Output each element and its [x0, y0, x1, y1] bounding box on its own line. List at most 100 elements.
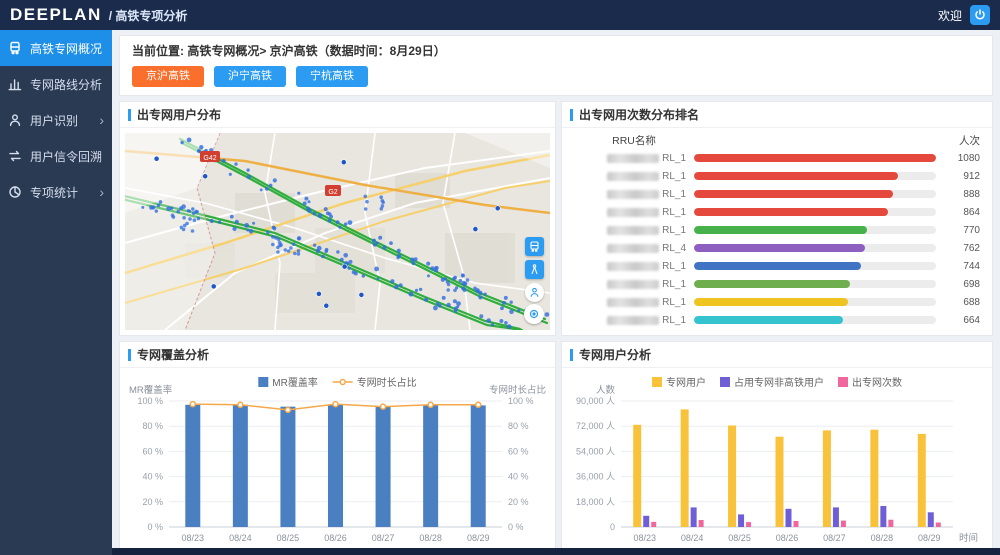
ranking-row: RL_1744 — [574, 257, 980, 275]
bar-chart-icon — [8, 77, 25, 91]
ranking-value: 888 — [936, 189, 980, 200]
chevron-right-icon: › — [99, 185, 104, 199]
ranking-value: 664 — [936, 315, 980, 326]
svg-text:08/26: 08/26 — [324, 533, 347, 543]
map-station-layer-button[interactable] — [525, 260, 544, 279]
sidebar-item-special-stats[interactable]: 专项统计 › — [0, 174, 112, 210]
train-icon — [8, 41, 25, 55]
coverage-chart: 0 %0 %20 %20 %40 %40 %60 %60 %80 %80 %10… — [123, 371, 552, 547]
chevron-right-icon: › — [99, 113, 104, 127]
user-bar — [888, 520, 893, 527]
svg-text:60 %: 60 % — [142, 446, 163, 456]
masked-name — [607, 208, 659, 217]
svg-text:08/29: 08/29 — [918, 533, 941, 543]
sidebar-item-label: 用户信令回溯 — [30, 148, 102, 165]
panel-title-text: 出专网用次数分布排名 — [579, 106, 699, 123]
rru-name: RL_1 — [574, 225, 694, 236]
map[interactable]: G42 G2 — [125, 133, 550, 330]
user-bar — [699, 520, 704, 527]
breadcrumb: 当前位置: 高铁专网概况> 京沪高铁（数据时间：8月29日） — [132, 42, 980, 59]
ranking-value: 1080 — [936, 153, 980, 164]
rru-name: RL_1 — [574, 189, 694, 200]
svg-text:20 %: 20 % — [508, 497, 529, 507]
title-accent — [570, 349, 573, 361]
sidebar-item-route-analysis[interactable]: 专网路线分析 — [0, 66, 112, 102]
ranking-row: RL_1698 — [574, 275, 980, 293]
coverage-bar — [185, 405, 200, 527]
panel-title-map: 出专网用户分布 — [120, 102, 555, 128]
user-bar — [786, 509, 792, 527]
ranking-body: RRU名称 人次 RL_11080RL_1912RL_1888RL_1864RL… — [562, 128, 992, 329]
ranking-row: RL_1 888 — [574, 185, 980, 203]
sidebar-item-user-identify[interactable]: 用户识别 › — [0, 102, 112, 138]
user-bar — [776, 437, 784, 527]
ranking-bar-track — [694, 154, 936, 162]
ranking-bar — [694, 172, 898, 180]
svg-text:0: 0 — [610, 522, 615, 532]
map-locate-button[interactable] — [524, 304, 544, 324]
svg-text:MR覆盖率: MR覆盖率 — [272, 376, 318, 389]
rru-name: RL_1 — [574, 207, 694, 218]
panel-user-distribution: 出专网用户分布 — [119, 101, 556, 336]
coverage-chart-host: 0 %0 %20 %20 %40 %40 %60 %60 %80 %80 %10… — [120, 368, 555, 548]
svg-text:专网用户: 专网用户 — [666, 376, 706, 389]
ranking-bar-track — [694, 208, 936, 216]
ranking-bar-track — [694, 226, 936, 234]
logout-button[interactable] — [970, 5, 990, 25]
panel-title-text: 出专网用户分布 — [137, 106, 221, 123]
ranking-bar — [694, 280, 850, 288]
user-bar — [880, 506, 886, 527]
ranking-bar — [694, 262, 861, 270]
tab-jinghu-rail[interactable]: 京沪高铁 — [132, 66, 204, 87]
sidebar-item-rail-overview[interactable]: 高铁专网概况 — [0, 30, 112, 66]
svg-text:36,000 人: 36,000 人 — [576, 472, 615, 482]
panel-exit-ranking: 出专网用次数分布排名 RRU名称 人次 RL_11080RL_1912RL_18… — [561, 101, 993, 336]
svg-text:08/24: 08/24 — [229, 533, 252, 543]
rru-name: RL_1 — [574, 261, 694, 272]
masked-name — [607, 244, 659, 253]
user-bar — [633, 425, 641, 527]
rail-line-tabs: 京沪高铁 沪宁高铁 宁杭高铁 — [132, 66, 980, 87]
map-train-layer-button[interactable] — [525, 237, 544, 256]
road-shield-g2: G2 — [325, 185, 341, 196]
svg-text:100 %: 100 % — [508, 396, 534, 406]
power-icon — [974, 9, 986, 21]
breadcrumb-path: 高铁专网概况> 京沪高铁（数据时间：8月29日） — [187, 44, 445, 58]
coverage-bar — [328, 405, 343, 527]
user-bar — [681, 409, 689, 527]
rru-name-suffix: RL_1 — [662, 315, 686, 326]
svg-text:专网时长占比: 专网时长占比 — [357, 376, 417, 389]
user-bar — [746, 522, 751, 527]
ranking-bar — [694, 208, 888, 216]
ranking-value: 770 — [936, 225, 980, 236]
tab-ninghang-rail[interactable]: 宁杭高铁 — [296, 66, 368, 87]
sidebar-item-signal-trace[interactable]: 用户信令回溯 — [0, 138, 112, 174]
user-bar — [936, 523, 941, 527]
rru-name-suffix: RL_1 — [662, 261, 686, 272]
ranking-value: 762 — [936, 243, 980, 254]
svg-text:08/28: 08/28 — [419, 533, 442, 543]
ranking-bar-track — [694, 316, 936, 324]
svg-text:80 %: 80 % — [508, 421, 529, 431]
masked-name — [607, 262, 659, 271]
tab-huning-rail[interactable]: 沪宁高铁 — [214, 66, 286, 87]
map-image: G42 G2 — [125, 133, 550, 330]
panel-title-coverage: 专网覆盖分析 — [120, 342, 555, 368]
svg-text:54,000 人: 54,000 人 — [576, 446, 615, 456]
rru-name-suffix: RL_1 — [662, 153, 686, 164]
svg-text:08/25: 08/25 — [277, 533, 300, 543]
svg-text:100 %: 100 % — [137, 396, 163, 406]
ranking-col-name: RRU名称 — [574, 133, 694, 148]
ranking-value: 912 — [936, 171, 980, 182]
sidebar: 高铁专网概况 专网路线分析 用户识别 › 用户信令回溯 专项统计 › — [0, 30, 112, 555]
rru-name-suffix: RL_4 — [662, 243, 686, 254]
rru-name-suffix: RL_1 — [662, 189, 686, 200]
masked-name — [607, 226, 659, 235]
svg-text:时间: 时间 — [959, 532, 978, 544]
locate-icon — [528, 308, 540, 320]
svg-text:专网时长占比: 专网时长占比 — [489, 384, 546, 396]
coverage-bar — [423, 405, 438, 527]
map-user-layer-button[interactable] — [525, 283, 544, 302]
map-controls — [525, 237, 544, 302]
svg-text:40 %: 40 % — [508, 472, 529, 482]
